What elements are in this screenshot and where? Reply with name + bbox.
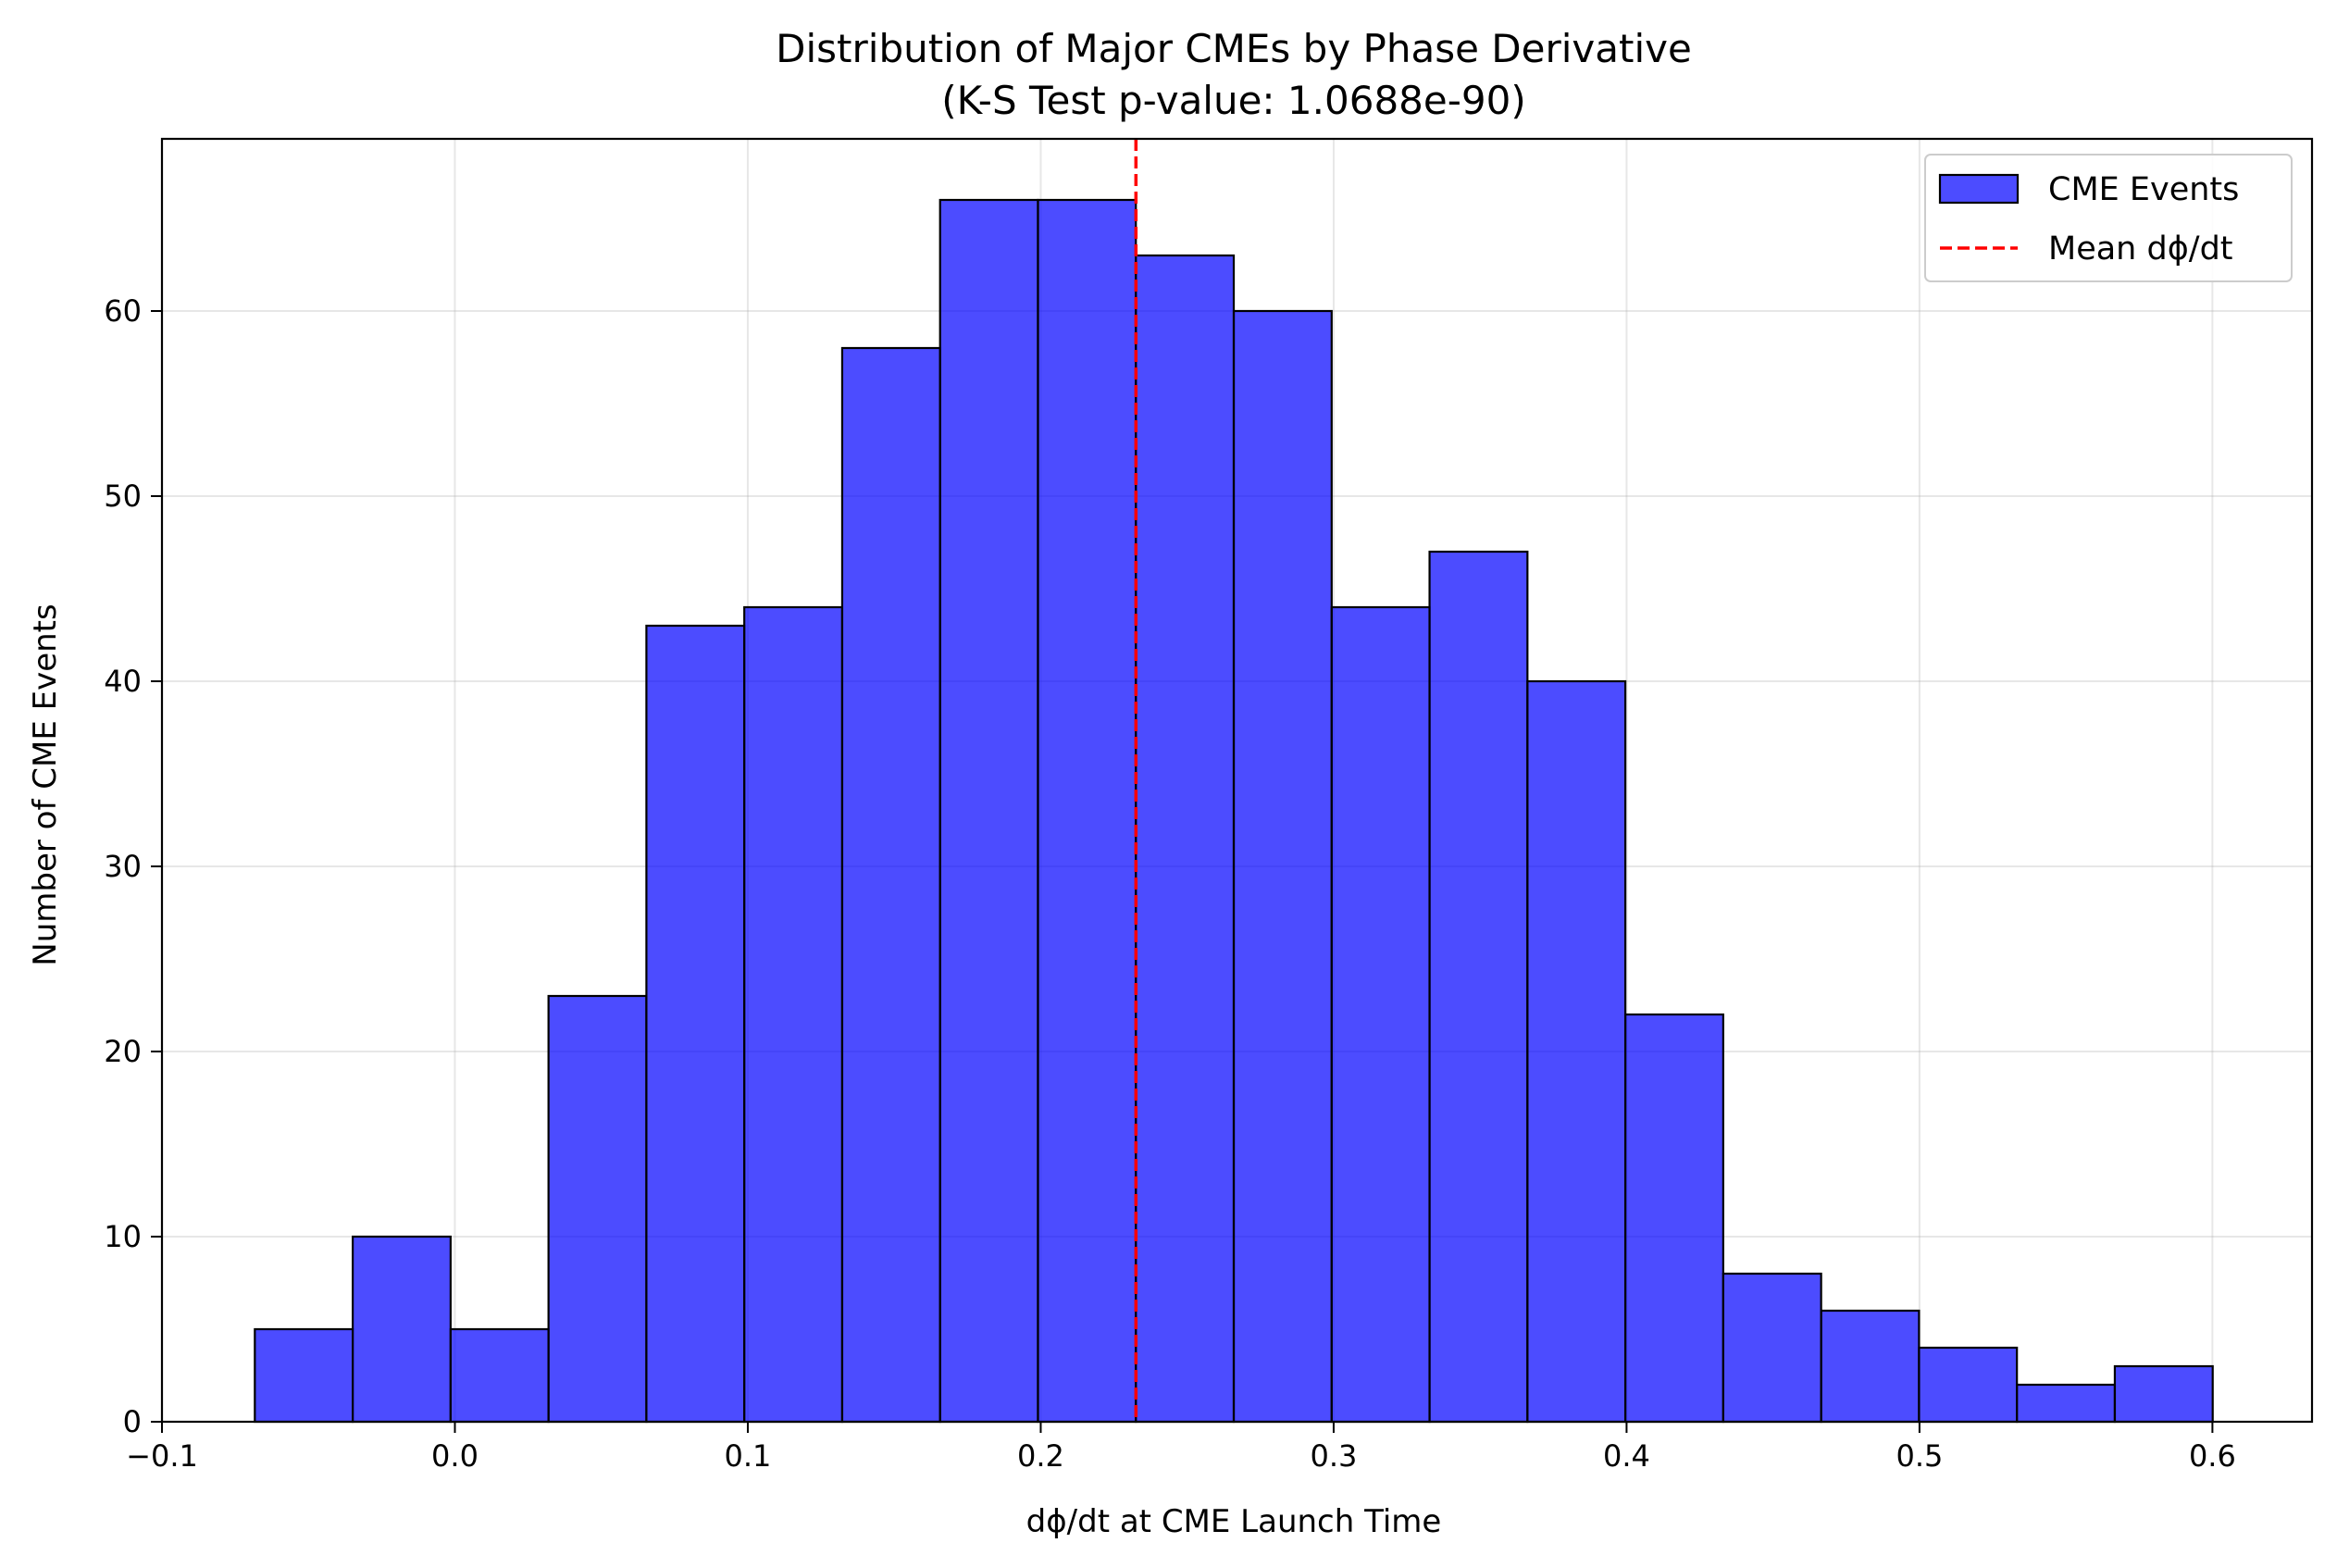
histogram-bar	[1526, 679, 1627, 1424]
y-tick-label: 50	[104, 479, 142, 514]
y-tick-label: 0	[123, 1404, 142, 1439]
chart-subtitle: (K-S Test p-value: 1.0688e-90)	[941, 78, 1525, 123]
histogram-bar	[1623, 1013, 1724, 1424]
y-axis-label: Number of CME Events	[27, 604, 64, 965]
histogram-bar	[1232, 309, 1333, 1424]
histogram-bar	[254, 1327, 354, 1424]
histogram-bar	[351, 1235, 452, 1424]
histogram-bar	[1722, 1272, 1822, 1424]
y-tick-label: 30	[104, 849, 142, 884]
y-tick-label: 40	[104, 664, 142, 699]
histogram-bar	[939, 198, 1039, 1424]
x-tick-label: 0.2	[1017, 1438, 1064, 1474]
histogram-bar	[2016, 1383, 2117, 1424]
legend-label-mean: Mean dϕ/dt	[2048, 230, 2233, 268]
chart-title: Distribution of Major CMEs by Phase Deri…	[776, 26, 1692, 71]
legend: CME Events Mean dϕ/dt	[1924, 154, 2293, 282]
legend-label-cme-events: CME Events	[2048, 171, 2239, 208]
y-tick-label: 60	[104, 293, 142, 329]
histogram-bar	[1037, 198, 1137, 1424]
histogram-bar	[1918, 1346, 2019, 1424]
histogram-bars	[254, 198, 2214, 1424]
y-axis-ticks: 0 10 20 30 40 50 60	[104, 293, 162, 1439]
histogram-bar	[449, 1327, 550, 1424]
histogram-bar	[840, 346, 941, 1424]
histogram-bar	[1428, 550, 1529, 1424]
x-tick-label: 0.4	[1603, 1438, 1650, 1474]
legend-patch-cme-events	[1938, 173, 2020, 205]
x-tick-label: 0.6	[2189, 1438, 2236, 1474]
x-tick-label: 0.5	[1896, 1438, 1943, 1474]
x-tick-label: 0.3	[1310, 1438, 1357, 1474]
x-tick-label: 0.1	[725, 1438, 772, 1474]
histogram-bar	[743, 605, 844, 1424]
histogram-bar	[1820, 1309, 1921, 1424]
x-tick-label: −0.1	[126, 1438, 198, 1474]
y-tick-label: 10	[104, 1219, 142, 1254]
histogram-bar	[645, 624, 746, 1424]
x-axis-label: dϕ/dt at CME Launch Time	[1026, 1503, 1442, 1540]
histogram-bar	[547, 994, 648, 1424]
histogram-bar	[1135, 254, 1236, 1424]
histogram-bar	[2113, 1364, 2214, 1424]
histogram-bar	[1330, 605, 1431, 1424]
plot-frame	[160, 137, 2314, 1424]
x-tick-label: 0.0	[431, 1438, 479, 1474]
x-axis-ticks: −0.1 0.0 0.1 0.2 0.3 0.4 0.5 0.6	[126, 1422, 2236, 1474]
y-tick-label: 20	[104, 1034, 142, 1069]
